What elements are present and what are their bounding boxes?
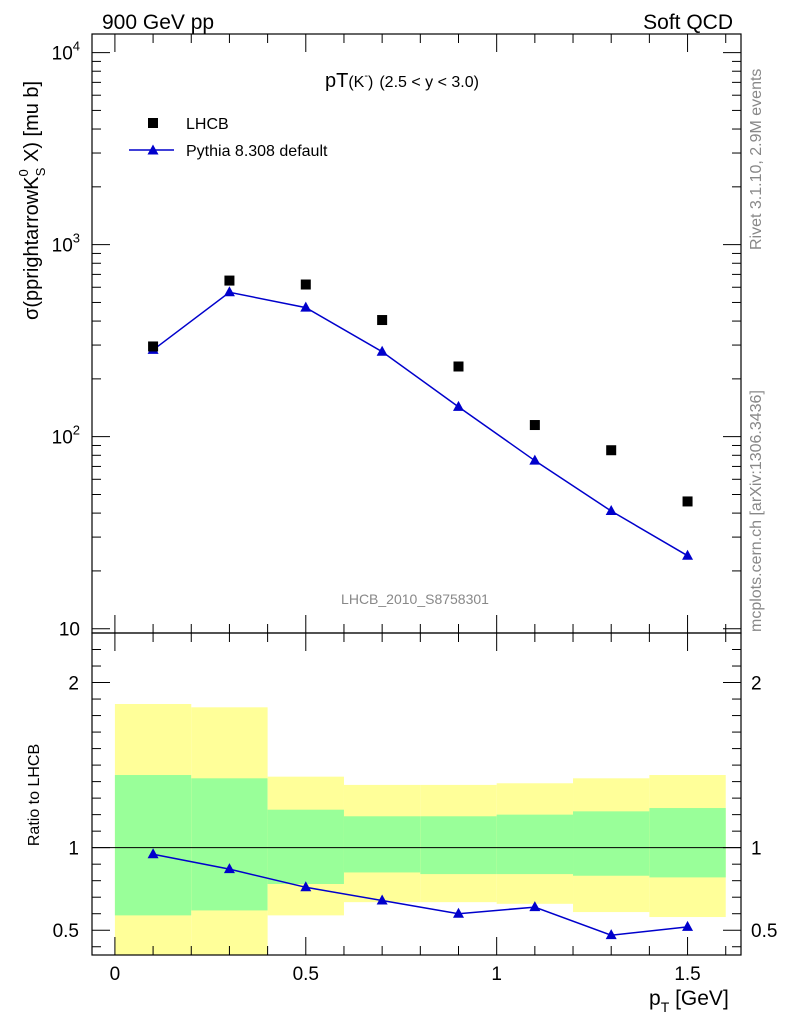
pythia-point <box>682 549 694 560</box>
title-particle: (K <box>348 74 364 91</box>
y-label-main: σ(pprightarrowK <box>21 176 43 320</box>
green-band-bin <box>343 816 421 873</box>
lhcb-point <box>300 279 311 290</box>
mcplots-label: mcplots.cern.ch [arXiv:1306.3436] <box>748 390 765 632</box>
tick-base: 10 <box>52 236 73 257</box>
header-right-label: Soft QCD <box>643 11 733 34</box>
ratio-pythia-point <box>452 907 464 918</box>
ratio-y-tick-label: 1 <box>68 839 79 860</box>
pythia-point <box>300 301 312 312</box>
legend-pythia-marker <box>147 144 159 155</box>
ratio-y-tick-label-right: 2 <box>751 674 762 695</box>
ratio-pythia-point <box>300 881 312 892</box>
lhcb-point <box>529 420 540 431</box>
main-y-tick-label: 104 <box>52 39 80 65</box>
tick-exponent: 2 <box>73 423 80 438</box>
green-band-bin <box>496 814 574 875</box>
title-range: (2.5 < y < 3.0) <box>379 74 479 91</box>
rivet-version-label: Rivet 3.1.10, 2.9M events <box>748 69 765 250</box>
tick-exponent: 3 <box>73 231 80 246</box>
ratio-pythia-point <box>147 848 159 859</box>
main-plot-marks <box>147 275 694 560</box>
lhcb-point <box>682 496 693 507</box>
main-plot-title: pT(K-) (2.5 < y < 3.0) <box>325 70 479 92</box>
y-label-sup: 0 <box>16 169 31 176</box>
green-band-bin <box>267 809 344 884</box>
ratio-y-axis-label: Ratio to LHCB <box>26 744 43 846</box>
ratio-tick-labels: 0.5 0.5 1 1 2 2 0 0.5 1 1.5 <box>53 674 778 985</box>
ratio-plot-frame <box>91 632 742 956</box>
ratio-plot-panel: 0.5 0.5 1 1 2 2 0 0.5 1 1.5 Ratio to LHCB pT [GeV… <box>26 632 778 1015</box>
y-label-tail: X) [mu b] <box>21 81 43 168</box>
title-particle-close: ) <box>368 74 373 91</box>
green-band-bin <box>573 811 650 876</box>
ratio-pythia-line <box>152 853 688 936</box>
main-y-tick-label: 102 <box>52 423 80 449</box>
main-axis-ticks <box>92 34 741 633</box>
ratio-pythia-point <box>605 929 617 940</box>
ratio-pythia-point <box>529 901 541 912</box>
green-band-bin <box>649 808 726 878</box>
ratio-axis-ticks <box>92 633 741 955</box>
green-band-bin <box>114 775 192 916</box>
green-band-bin <box>191 778 268 911</box>
main-y-tick-label: 10 <box>59 620 80 641</box>
tick-base: 10 <box>59 620 80 641</box>
main-y-tick-label: 103 <box>52 231 80 257</box>
main-y-axis-label: σ(pprightarrowK0 S X) [mu b] <box>16 81 48 320</box>
legend-lhcb-marker <box>148 118 158 128</box>
x-label-main: p <box>649 987 661 1010</box>
green-band-bin <box>420 816 497 875</box>
pythia-line <box>152 291 688 557</box>
lhcb-point <box>606 445 617 456</box>
y-label-sub: S <box>33 167 48 176</box>
lhcb-point <box>377 315 388 326</box>
ratio-y-tick-label-right: 1 <box>751 839 762 860</box>
ratio-x-tick-label: 0 <box>110 964 121 985</box>
ratio-pythia-point <box>682 920 694 931</box>
lhcb-point <box>148 341 159 352</box>
x-label-sub: T <box>661 999 670 1015</box>
pythia-point <box>529 454 541 465</box>
legend-lhcb-label: LHCB <box>186 116 229 133</box>
ratio-plot-marks <box>147 848 694 940</box>
ratio-x-axis-label: pT [GeV] <box>649 987 729 1015</box>
legend-pythia-label: Pythia 8.308 default <box>186 143 328 160</box>
ratio-pythia-point <box>223 863 235 874</box>
ratio-y-tick-label-right: 0.5 <box>751 921 777 942</box>
ratio-x-tick-label: 1 <box>491 964 502 985</box>
tick-exponent: 4 <box>73 39 80 54</box>
pythia-point <box>376 345 388 356</box>
pythia-point <box>223 286 235 297</box>
title-pt: pT <box>325 70 348 92</box>
analysis-watermark: LHCB_2010_S8758301 <box>341 591 489 607</box>
pythia-point <box>605 505 617 516</box>
ratio-y-tick-label: 0.5 <box>53 921 79 942</box>
lhcb-point <box>224 275 235 286</box>
ratio-x-tick-label: 0.5 <box>293 964 319 985</box>
pythia-point <box>452 400 464 411</box>
ratio-pythia-point <box>376 894 388 905</box>
tick-base: 10 <box>52 44 73 65</box>
title-particle-sup: - <box>364 70 368 82</box>
header-left-label: 900 GeV pp <box>102 11 214 34</box>
ratio-x-tick-label: 1.5 <box>674 964 700 985</box>
ratio-uncertainty-bands <box>114 704 726 955</box>
ratio-y-tick-label: 2 <box>68 674 79 695</box>
legend: LHCB Pythia 8.308 default <box>129 116 328 160</box>
tick-base: 10 <box>52 428 73 449</box>
x-label-unit: [GeV] <box>669 987 729 1010</box>
lhcb-point <box>453 361 464 372</box>
